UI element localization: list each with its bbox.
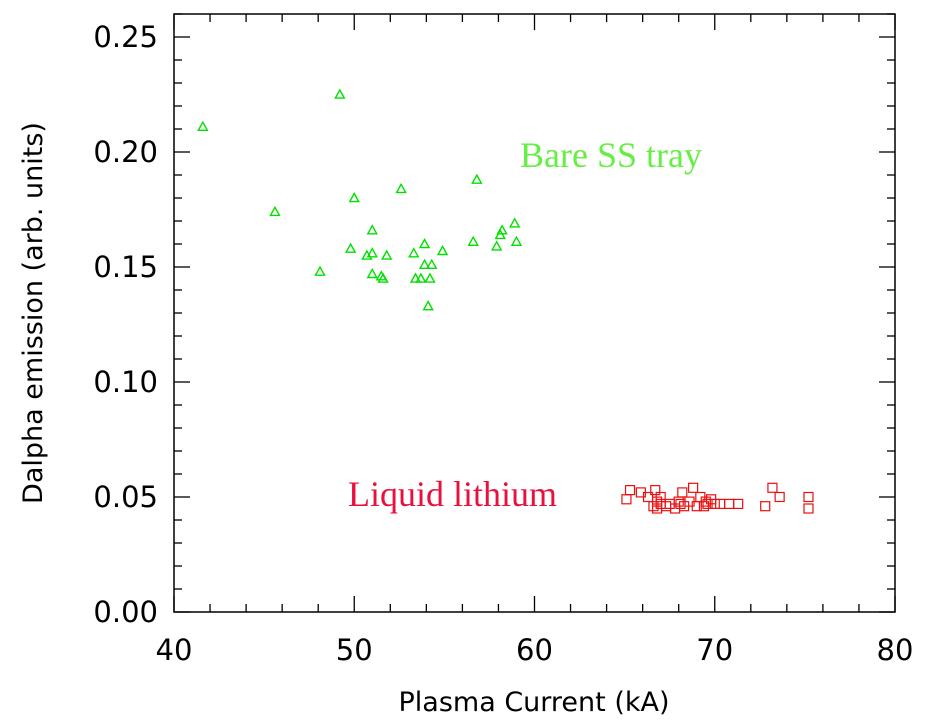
point-liquid-lithium <box>760 501 771 512</box>
point-bare-ss-tray <box>269 205 281 217</box>
point-liquid-lithium <box>733 498 744 509</box>
point-bare-ss-tray <box>415 272 427 283</box>
point-liquid-lithium <box>660 501 672 512</box>
point-bare-ss-tray <box>344 242 357 253</box>
y-tick-label: 0.20 <box>93 135 158 169</box>
y-axis-title: Dalpha emission (arb. units) <box>18 122 49 504</box>
y-tick-label: 0.15 <box>93 250 158 284</box>
point-bare-ss-tray <box>508 217 521 228</box>
point-liquid-lithium <box>624 485 636 496</box>
y-tick-label: 0.05 <box>93 480 158 514</box>
point-liquid-lithium <box>688 482 699 493</box>
point-bare-ss-tray <box>436 244 449 256</box>
point-liquid-lithium <box>677 487 688 498</box>
point-bare-ss-tray <box>424 272 436 283</box>
point-bare-ss-tray <box>409 272 422 283</box>
point-bare-ss-tray <box>366 224 378 235</box>
point-bare-ss-tray <box>381 249 393 260</box>
point-liquid-lithium <box>803 491 814 503</box>
point-liquid-lithium <box>650 485 661 496</box>
point-bare-ss-tray <box>314 265 326 276</box>
y-tick-label: 0.25 <box>93 20 158 54</box>
x-tick-label: 80 <box>877 633 914 667</box>
legend-label-bare-ss-tray: Bare SS tray <box>520 135 702 175</box>
point-bare-ss-tray <box>467 235 479 247</box>
x-tick-label: 40 <box>156 633 193 667</box>
point-bare-ss-tray <box>510 235 523 247</box>
point-bare-ss-tray <box>334 88 346 99</box>
point-bare-ss-tray <box>418 238 431 249</box>
x-axis-title: Plasma Current (kA) <box>399 687 670 718</box>
legend-label-liquid-lithium: Liquid lithium <box>348 474 557 514</box>
point-liquid-lithium <box>621 494 632 505</box>
point-bare-ss-tray <box>377 272 389 283</box>
point-liquid-lithium <box>767 482 778 493</box>
y-tick-label: 0.10 <box>93 365 158 399</box>
plot-frame <box>173 13 896 613</box>
point-liquid-lithium <box>803 503 814 514</box>
x-tick-label: 60 <box>516 633 553 667</box>
point-bare-ss-tray <box>366 267 378 279</box>
point-bare-ss-tray <box>471 173 483 184</box>
point-bare-ss-tray <box>426 258 438 269</box>
point-bare-ss-tray <box>395 182 407 194</box>
point-bare-ss-tray <box>418 258 431 269</box>
point-liquid-lithium <box>724 498 735 509</box>
labels-layer: 40 50 60 70 80 0.00 0.05 0.10 0.15 0.20 0.25 <box>93 20 913 667</box>
point-bare-ss-tray <box>197 120 209 132</box>
points-layer <box>197 88 814 514</box>
x-tick-label: 70 <box>696 633 733 667</box>
point-bare-ss-tray <box>408 247 420 258</box>
axes-layer <box>173 13 896 613</box>
x-tick-label: 50 <box>336 633 373 667</box>
point-bare-ss-tray <box>366 247 378 258</box>
point-liquid-lithium <box>709 498 720 509</box>
point-liquid-lithium <box>715 498 726 509</box>
point-bare-ss-tray <box>490 240 503 251</box>
point-liquid-lithium <box>655 491 666 503</box>
point-bare-ss-tray <box>496 224 508 235</box>
point-liquid-lithium <box>774 491 785 503</box>
y-tick-label: 0.00 <box>93 595 158 629</box>
point-bare-ss-tray <box>422 300 434 311</box>
point-bare-ss-tray <box>348 192 360 203</box>
